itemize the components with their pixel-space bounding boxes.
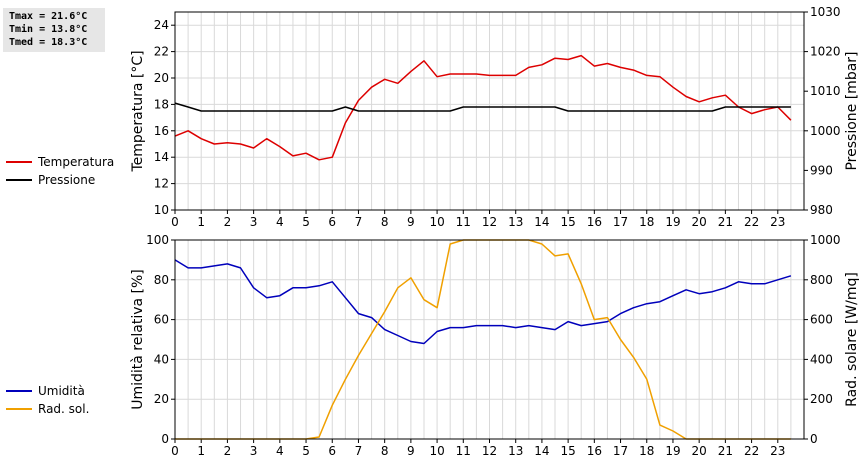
legend-swatch-humidity <box>6 390 32 392</box>
x-tick-label: 7 <box>355 444 363 458</box>
legend-label-humidity: Umidità <box>38 384 85 398</box>
series-line-1-2 <box>174 102 791 112</box>
chart-1: 0 1 2 3 4 5 6 7 8 9 10 11 12 13 14 15 16 17 18 19 20 21 22 2310… <box>130 5 860 229</box>
x-tick-label: 21 <box>718 215 733 229</box>
x-tick-label: 23 <box>770 215 785 229</box>
series-line-2-2 <box>175 239 791 440</box>
x-tick-label: 0 <box>171 444 179 458</box>
y-tick-label-right: 0 <box>810 432 818 446</box>
x-tick-label: 5 <box>302 215 310 229</box>
x-tick-label: 15 <box>560 444 575 458</box>
x-tick-label: 15 <box>560 215 575 229</box>
legend-swatch-temperature <box>6 161 32 163</box>
y-tick-label-left: 14 <box>154 150 169 164</box>
x-tick-label: 12 <box>482 444 497 458</box>
legend-swatch-radiation <box>6 408 32 410</box>
y-tick-label-left: 10 <box>154 203 169 217</box>
x-tick-label: 22 <box>744 215 759 229</box>
y-tick-label-right: 200 <box>810 392 833 406</box>
x-tick-label: 20 <box>692 444 707 458</box>
y-tick-label-left: 80 <box>154 273 169 287</box>
x-tick-label: 5 <box>302 444 310 458</box>
x-tick-label: 6 <box>328 215 336 229</box>
y-tick-label-left: 18 <box>154 97 169 111</box>
series-line-2-1 <box>174 259 792 345</box>
y-tick-label-right: 990 <box>810 163 833 177</box>
x-tick-label: 19 <box>665 444 680 458</box>
y-tick-label-left: 16 <box>154 124 169 138</box>
x-tick-label: 2 <box>224 444 232 458</box>
legend-label-temperature: Temperatura <box>38 155 115 169</box>
x-tick-label: 22 <box>744 444 759 458</box>
x-tick-label: 8 <box>381 215 389 229</box>
x-tick-label: 0 <box>171 215 179 229</box>
x-tick-label: 3 <box>250 444 258 458</box>
x-tick-label: 21 <box>718 444 733 458</box>
x-tick-label: 11 <box>456 215 471 229</box>
x-tick-label: 3 <box>250 215 258 229</box>
tmin-text: Tmin = 13.8°C <box>9 24 88 35</box>
y-tick-label-left: 20 <box>154 71 169 85</box>
x-tick-label: 4 <box>276 444 284 458</box>
x-tick-label: 16 <box>587 444 602 458</box>
x-tick-label: 10 <box>429 215 444 229</box>
x-tick-label: 9 <box>407 444 415 458</box>
y-tick-label-right: 980 <box>810 203 833 217</box>
x-tick-label: 18 <box>639 444 654 458</box>
x-tick-label: 23 <box>770 444 785 458</box>
x-tick-label: 14 <box>534 444 549 458</box>
x-tick-label: 10 <box>429 444 444 458</box>
x-tick-label: 12 <box>482 215 497 229</box>
x-tick-label: 1 <box>197 444 205 458</box>
y-tick-label-left: 12 <box>154 177 169 191</box>
x-tick-label: 7 <box>355 215 363 229</box>
x-tick-label: 14 <box>534 215 549 229</box>
y-tick-label-left: 0 <box>161 432 169 446</box>
series-line-1-1 <box>174 54 792 161</box>
y-tick-label-left: 100 <box>146 233 169 247</box>
y-axis-title-left: Umidità relativa [%] <box>130 269 146 410</box>
y-tick-label-right: 600 <box>810 313 833 327</box>
x-tick-label: 8 <box>381 444 389 458</box>
x-tick-label: 19 <box>665 215 680 229</box>
x-tick-label: 11 <box>456 444 471 458</box>
plot-frame <box>174 11 805 211</box>
y-axis-title-left: Temperatura [°C] <box>130 50 146 172</box>
y-tick-label-right: 1010 <box>810 84 841 98</box>
y-tick-label-right: 800 <box>810 273 833 287</box>
tmed-text: Tmed = 18.3°C <box>9 37 88 48</box>
y-tick-label-right: 400 <box>810 352 833 366</box>
y-tick-label-right: 1000 <box>810 233 841 247</box>
y-tick-label-left: 24 <box>154 18 169 32</box>
legend-label-radiation: Rad. sol. <box>38 402 90 416</box>
y-tick-label-left: 22 <box>154 45 169 59</box>
x-tick-label: 17 <box>613 215 628 229</box>
x-tick-label: 1 <box>197 215 205 229</box>
x-tick-label: 2 <box>224 215 232 229</box>
x-tick-label: 13 <box>508 444 523 458</box>
chart-2: 0 1 2 3 4 5 6 7 8 9 10 11 12 13 14 15 16 17 18 19 20 21 22 2302… <box>130 233 860 458</box>
y-tick-label-right: 1000 <box>810 124 841 138</box>
x-tick-label: 18 <box>639 215 654 229</box>
x-tick-label: 9 <box>407 215 415 229</box>
tmax-text: Tmax = 21.6°C <box>9 11 88 22</box>
x-tick-label: 4 <box>276 215 284 229</box>
y-axis-title-right: Pressione [mbar] <box>844 51 860 170</box>
x-tick-label: 17 <box>613 444 628 458</box>
y-tick-label-right: 1030 <box>810 5 841 19</box>
plot-frame <box>174 239 805 440</box>
x-tick-label: 16 <box>587 215 602 229</box>
legend-swatch-pressure <box>6 179 32 181</box>
x-tick-label: 20 <box>692 215 707 229</box>
y-axis-title-right: Rad. solare [W/mq] <box>844 272 860 407</box>
y-tick-label-right: 1020 <box>810 45 841 59</box>
x-tick-label: 6 <box>328 444 336 458</box>
y-tick-label-left: 40 <box>154 352 169 366</box>
y-tick-label-left: 60 <box>154 313 169 327</box>
legend-label-pressure: Pressione <box>38 173 96 187</box>
stats-box: Tmax = 21.6°C Tmin = 13.8°C Tmed = 18.3°… <box>3 8 105 52</box>
y-tick-label-left: 20 <box>154 392 169 406</box>
x-tick-label: 13 <box>508 215 523 229</box>
